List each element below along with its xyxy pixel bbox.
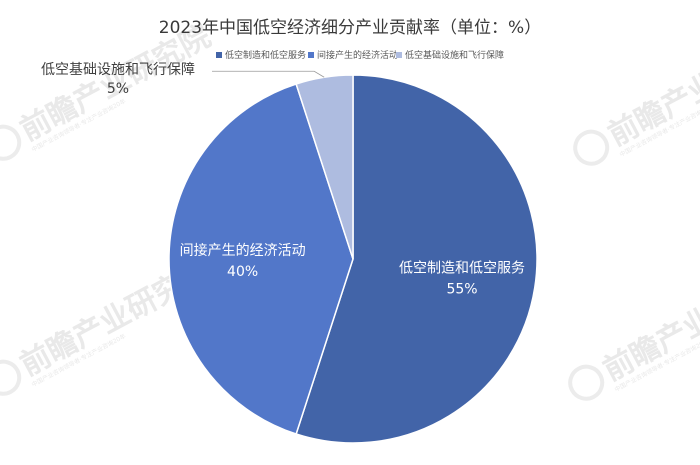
leader-line: [212, 70, 325, 78]
slice-name-label: 低空基础设施和飞行保障: [41, 61, 195, 78]
watermark-logo-icon: [573, 129, 610, 166]
legend-label: 间接产生的经济活动: [317, 49, 398, 61]
legend-item: 低空制造和低空服务: [216, 49, 306, 61]
pie-slice: [295, 74, 354, 260]
watermark-logo-icon: [0, 359, 22, 396]
slice-value-label: 55%: [446, 281, 477, 297]
watermark-logo-icon: [568, 364, 605, 401]
slice-value-label: 5%: [107, 81, 129, 97]
legend-label: 低空基础设施和飞行保障: [405, 49, 504, 61]
slice-value-label: 40%: [227, 264, 258, 280]
legend: 低空制造和低空服务 间接产生的经济活动 低空基础设施和飞行保障: [216, 49, 504, 61]
watermark-logo-icon: [0, 124, 22, 161]
slice-name-label: 低空制造和低空服务: [399, 260, 525, 276]
legend-item: 低空基础设施和飞行保障: [396, 49, 504, 61]
slice-labels: 低空制造和低空服务 55% 间接产生的经济活动 40% 低空基础设施和飞行保障 5%: [41, 61, 525, 297]
pie-slices: [168, 74, 538, 444]
pie-slice: [295, 74, 538, 444]
legend-swatch: [308, 52, 314, 58]
legend-item: 间接产生的经济活动: [308, 49, 398, 61]
watermark-brand: 前瞻产业研究院: [603, 24, 700, 153]
legend-label: 低空制造和低空服务: [225, 49, 306, 61]
legend-swatch: [396, 52, 402, 58]
chart-title: 2023年中国低空经济细分产业贡献率（单位：%）: [159, 18, 541, 38]
pie-slice: [168, 83, 354, 435]
legend-swatch: [216, 52, 222, 58]
slice-name-label: 间接产生的经济活动: [180, 242, 306, 259]
